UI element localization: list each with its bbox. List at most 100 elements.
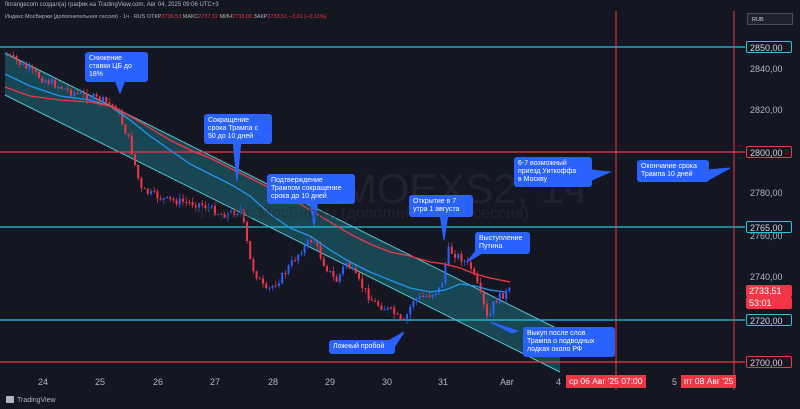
candle-body	[374, 300, 376, 302]
candle-body	[406, 314, 408, 320]
candle-body	[470, 262, 472, 269]
candle-body	[265, 283, 268, 289]
legend-open-label: ОТКР	[146, 14, 162, 20]
candle-body	[300, 253, 303, 255]
watermark-subtitle: Индекс МосБиржи (дополнительная сессия)	[200, 205, 529, 222]
candle-body	[492, 301, 495, 314]
candle-body	[191, 201, 194, 206]
time-label: 30	[382, 377, 393, 387]
candle-body	[502, 293, 504, 299]
candle-body	[12, 55, 15, 57]
candle-body	[431, 294, 434, 298]
legend-open-value: 2736,53	[161, 14, 182, 20]
candle-body	[370, 299, 373, 301]
candle-body	[166, 196, 168, 198]
candle-body	[495, 301, 498, 303]
candle-body	[348, 262, 351, 269]
candle-body	[185, 201, 188, 203]
candle-body	[332, 271, 335, 277]
candle-body	[57, 86, 60, 88]
price-box-2800: 2800,00	[746, 146, 792, 158]
legend-high-value: 2737,12	[198, 14, 219, 20]
candle-body	[76, 92, 79, 94]
candle-body	[338, 274, 341, 282]
candle-body	[28, 66, 31, 69]
price-tick: 2740,00	[750, 272, 783, 282]
candle-body	[220, 214, 223, 216]
candle-body	[508, 287, 511, 291]
candle-body	[399, 314, 402, 320]
candle-body	[44, 80, 47, 83]
candle-body	[294, 260, 296, 262]
candle-body	[34, 69, 37, 72]
note-cb-rate-cut[interactable]: Снижение ставки ЦБ до 18%	[85, 52, 148, 82]
candle-body	[505, 290, 508, 299]
currency-selector[interactable]: RUB	[747, 13, 793, 25]
legend-low-label: МИН	[219, 14, 233, 20]
candle-body	[198, 203, 200, 208]
note-false-breakout[interactable]: Ложный пробой	[329, 340, 395, 354]
candle-body	[463, 260, 466, 262]
candle-body	[310, 240, 312, 242]
note-trump-deadline-end[interactable]: Окончание срока Трампа 10 дней	[637, 160, 709, 182]
candle-body	[415, 298, 418, 302]
candle-body	[377, 301, 380, 306]
candle-body	[86, 93, 88, 101]
candle-body	[278, 283, 280, 286]
candle-body	[402, 319, 405, 321]
candle-body	[489, 313, 492, 317]
candle-body	[486, 304, 488, 317]
candle-body	[409, 306, 412, 315]
candle-body	[422, 295, 424, 297]
candle-body	[38, 71, 40, 79]
candle-body	[82, 92, 85, 94]
time-label: Авг	[500, 377, 515, 387]
candle-body	[102, 97, 104, 102]
legend-symbol[interactable]: Индекс МосБиржи (дополнительная сессия) …	[5, 14, 146, 20]
candle-body	[162, 197, 165, 200]
legend-low-value: 2733,09	[232, 14, 252, 20]
note-buyback[interactable]: Выкуп после слов Трампа о подводных лодк…	[523, 327, 615, 357]
candle-body	[425, 295, 428, 297]
candle-body	[281, 273, 284, 284]
footer: TradingView	[0, 393, 800, 409]
candle-body	[393, 307, 396, 314]
channel-lower-line	[4, 94, 561, 373]
range-start-date: ср 06 Авг '25 07:00	[566, 375, 646, 388]
candle-body	[137, 164, 140, 179]
candle-body	[284, 273, 287, 275]
note-trump-deadline-reduced[interactable]: Сокращение срока Трампа с 50 до 10 дней	[204, 114, 272, 144]
candle-body	[70, 89, 72, 96]
candle-body	[108, 102, 111, 105]
note-trump-confirms[interactable]: Подтверждение Трампом сокращение срока д…	[267, 174, 355, 204]
candle-body	[479, 282, 482, 291]
note-putin-speech[interactable]: Выступление Путина	[475, 232, 530, 254]
candle-body	[386, 307, 389, 310]
candle-body	[207, 207, 210, 209]
price-tick: 2760,00	[750, 231, 783, 241]
candle-body	[63, 88, 66, 90]
candle-body	[306, 240, 309, 246]
time-label: 26	[153, 377, 164, 387]
candle-body	[172, 198, 175, 201]
candle-body	[444, 264, 447, 284]
candle-body	[226, 212, 229, 219]
tradingview-icon	[6, 396, 14, 403]
candle-body	[134, 154, 136, 165]
candle-body	[239, 209, 242, 214]
candle-body	[482, 290, 485, 305]
note-witkoff-visit[interactable]: 6-7 возможный приезд Уиткоффа в Москву	[514, 157, 592, 187]
brand-name: TradingView	[17, 397, 56, 404]
note-session-open[interactable]: Открытие в 7 утра 1 августа	[409, 195, 473, 217]
candle-body	[428, 295, 431, 298]
candle-body	[223, 214, 226, 219]
candle-body	[383, 309, 386, 311]
candle-body	[31, 66, 34, 70]
chart-caption: finrangecom создал(а) график на TradingV…	[5, 2, 219, 8]
candle-body	[6, 54, 8, 56]
candle-body	[290, 260, 293, 266]
candle-body	[434, 293, 437, 295]
candle-body	[450, 246, 453, 254]
tradingview-logo[interactable]: TradingView	[6, 396, 56, 404]
